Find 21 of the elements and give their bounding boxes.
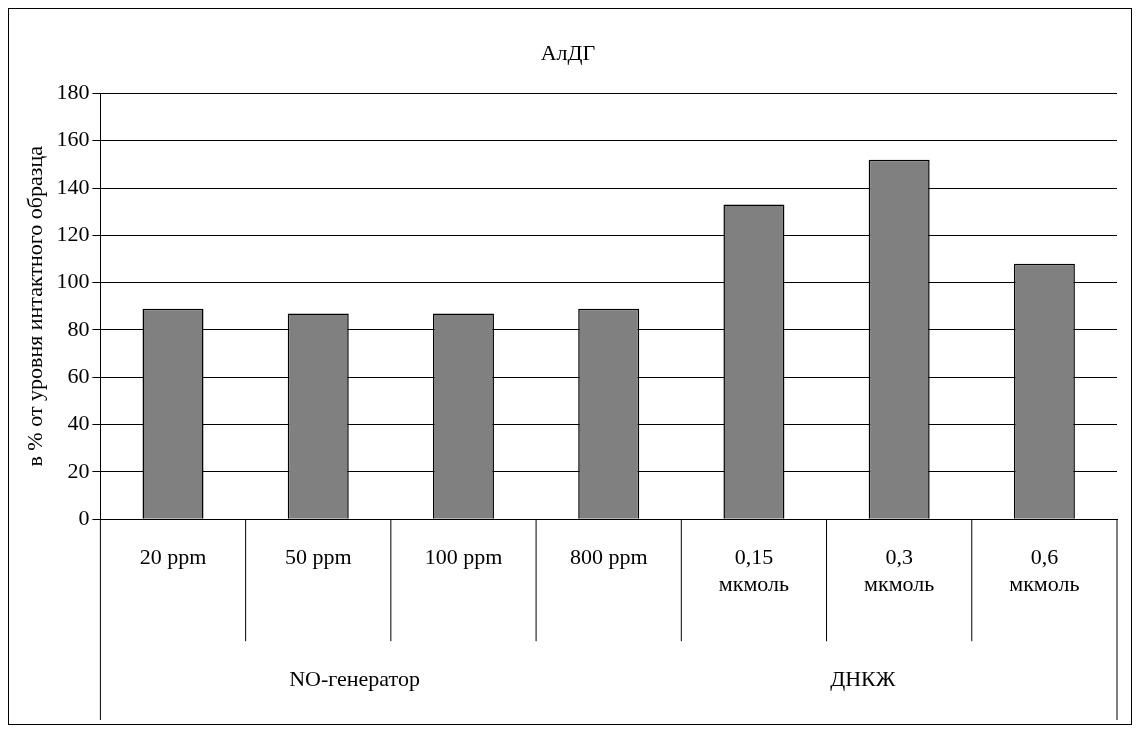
y-axis-title: в % от уровня интактного образца [21, 145, 47, 467]
y-tick-label: 20 [67, 457, 90, 483]
y-tick-label: 160 [56, 126, 90, 152]
text: ДНКЖ [830, 666, 896, 692]
y-tick-label: 140 [56, 173, 90, 199]
x-tick-label: 800 ppm [569, 544, 648, 570]
y-tick-label: 40 [67, 410, 90, 436]
x-tick-label: 0,3 мкмоль [864, 544, 935, 596]
x-tick-label: 0,6 мкмоль [1009, 544, 1080, 596]
y-tick-label: 180 [56, 79, 90, 105]
y-tick-label: 60 [67, 363, 90, 389]
x-tick-label: 100 ppm [424, 544, 503, 570]
x-tick-label: 20 ppm [139, 544, 207, 570]
text: NO-генератор [289, 666, 420, 692]
y-tick-label: 80 [67, 315, 90, 341]
x-tick-label: 0,15 мкмоль [718, 544, 790, 596]
y-tick-label: 100 [56, 268, 90, 294]
chart-title: АлДГ [540, 39, 596, 65]
y-tick-label: 0 [78, 504, 90, 530]
y-tick-label: 120 [56, 221, 90, 247]
x-tick-label: 50 ppm [284, 544, 352, 570]
